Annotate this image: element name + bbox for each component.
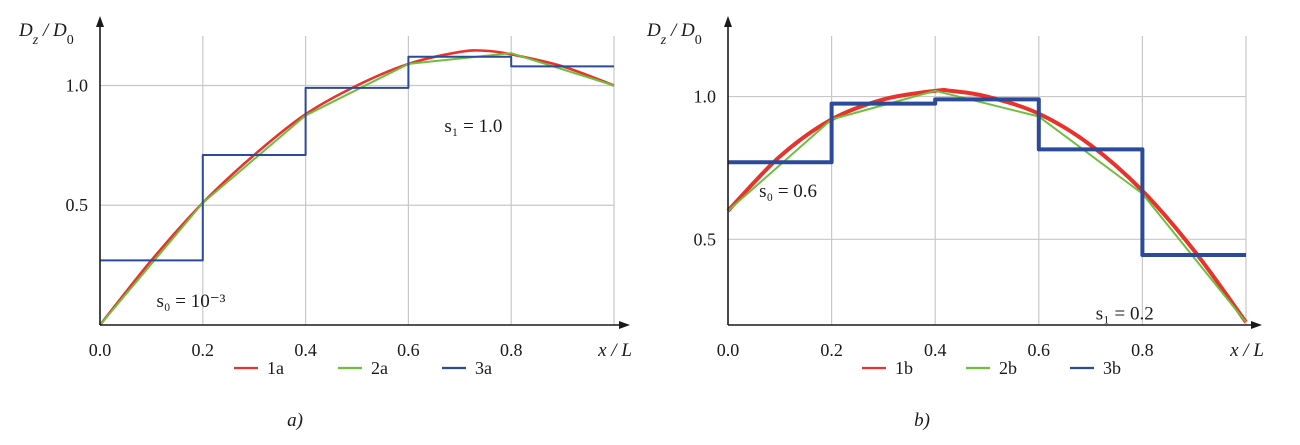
x-axis-arrow [619, 321, 630, 329]
x-tick-label: 0.6 [1028, 340, 1051, 360]
y-axis-label: Dz / D0 [18, 20, 74, 48]
x-tick-label: 0.4 [294, 340, 317, 360]
x-tick-label: 0.6 [397, 340, 420, 360]
y-tick-label: 0.5 [66, 195, 89, 215]
legend-label-1a: 1a [267, 358, 284, 378]
series-line-3a [100, 55, 614, 262]
legend-label-3a: 3a [475, 358, 492, 378]
legend-label-2a: 2a [371, 358, 388, 378]
x-axis-arrow [1251, 321, 1262, 329]
x-tick-label: 0.4 [924, 340, 947, 360]
y-axis-label: Dz / D0 [646, 20, 702, 48]
x-tick-label: 0.0 [89, 340, 112, 360]
x-axis-label: x / L [1229, 340, 1264, 361]
x-tick-label: 0.8 [1131, 340, 1154, 360]
x-tick-label: 0.2 [820, 340, 843, 360]
y-tick-label: 1.0 [66, 75, 89, 95]
y-axis-arrow [724, 16, 732, 27]
y-axis-arrow [96, 16, 104, 27]
caption: b) [914, 410, 930, 431]
annotation: s₁ = 1.0 [444, 116, 502, 137]
series-line-1b [726, 87, 1248, 324]
x-tick-label: 0.0 [717, 340, 740, 360]
series-line-1a [98, 49, 615, 326]
y-tick-label: 0.5 [694, 229, 717, 249]
legend-label-2b: 2b [999, 358, 1017, 378]
legend-label-3b: 3b [1103, 358, 1121, 378]
chart-a: 0.5 1.0 0.0 0.2 0.4 0.6 0.8 x / L Dz / D0 s₁ = 1.… [18, 16, 632, 431]
x-axis-label: x / L [597, 340, 632, 361]
series-line-2a [99, 52, 615, 326]
x-tick-label: 0.8 [500, 340, 523, 360]
annotation: s₀ = 10⁻³ [157, 291, 226, 312]
series-line-2b [727, 89, 1247, 323]
annotation: s₁ = 0.2 [1096, 304, 1154, 325]
series-line-3b [728, 97, 1246, 258]
annotation: s₀ = 0.6 [759, 181, 817, 202]
legend-label-1b: 1b [895, 358, 913, 378]
y-tick-label: 1.0 [694, 87, 717, 107]
x-tick-label: 0.2 [192, 340, 215, 360]
chart-b: 0.5 1.0 0.0 0.2 0.4 0.6 0.8 x / L Dz / D0 s₀ = 0.… [646, 16, 1264, 431]
caption: a) [287, 410, 303, 431]
